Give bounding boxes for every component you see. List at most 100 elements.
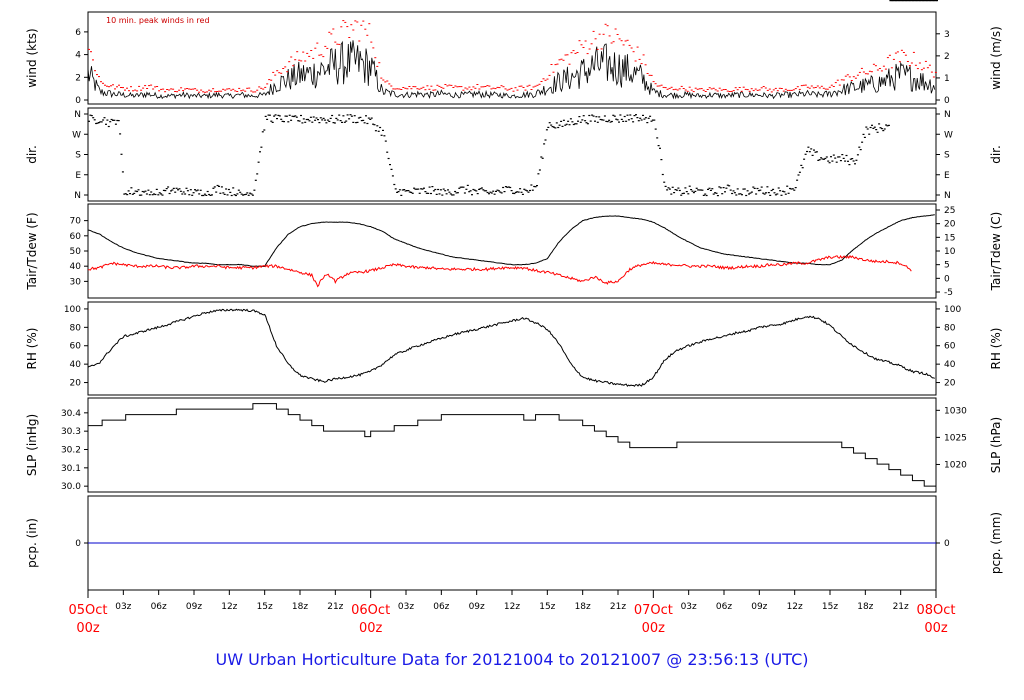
dir-point xyxy=(123,193,126,195)
dir-point xyxy=(504,186,507,188)
peak-wind-point xyxy=(616,34,619,35)
dir-point xyxy=(462,186,465,188)
dir-point xyxy=(339,120,342,122)
peak-wind-point xyxy=(412,86,415,88)
dir-point xyxy=(285,115,288,117)
peak-wind-point xyxy=(260,87,263,89)
dir-point xyxy=(798,171,801,173)
dir-point xyxy=(328,120,331,122)
dir-point xyxy=(606,121,609,123)
dir-point xyxy=(861,141,864,143)
peak-wind-point xyxy=(436,84,439,86)
peak-wind-point xyxy=(714,89,717,91)
dir-point xyxy=(526,190,529,192)
peak-wind-point xyxy=(488,85,491,87)
dir-point xyxy=(814,151,817,153)
dir-point xyxy=(763,193,766,195)
peak-wind-point xyxy=(930,71,933,73)
dir-point xyxy=(157,194,160,196)
dir-point xyxy=(461,186,464,188)
peak-wind-point xyxy=(180,87,183,89)
dir-point xyxy=(919,0,921,2)
peak-wind-point xyxy=(282,68,285,69)
dir-point xyxy=(311,121,314,123)
dir-point xyxy=(934,0,937,2)
dir-point xyxy=(287,121,290,123)
peak-wind-point xyxy=(352,29,355,31)
dir-point xyxy=(586,123,589,125)
dir-point xyxy=(683,192,685,194)
dir-point xyxy=(175,187,178,189)
peak-wind-point xyxy=(202,91,205,93)
peak-wind-point xyxy=(94,70,96,72)
dir-point xyxy=(407,190,410,192)
peak-wind-point xyxy=(650,74,653,76)
dir-point xyxy=(168,192,171,195)
dir-point xyxy=(772,188,775,190)
peak-wind-point xyxy=(268,79,271,81)
rh-right-tick-label: 60 xyxy=(944,342,956,352)
dir-point xyxy=(186,190,189,192)
dir-point xyxy=(733,192,736,194)
dir-point xyxy=(736,188,739,190)
peak-wind-point xyxy=(146,88,149,89)
dir-point xyxy=(644,117,647,119)
dir-point xyxy=(348,118,351,120)
peak-wind-point xyxy=(804,84,807,86)
dir-point xyxy=(141,190,144,193)
dir-point xyxy=(96,122,99,124)
peak-wind-point xyxy=(274,74,277,76)
peak-wind-point xyxy=(656,85,659,87)
dir-point xyxy=(930,0,933,2)
dir-point xyxy=(927,0,930,2)
dir-point xyxy=(557,126,560,129)
dir-point xyxy=(235,194,237,197)
peak-wind-point xyxy=(422,86,425,88)
dir-point xyxy=(352,121,355,123)
dir-point xyxy=(538,169,541,171)
dir-point xyxy=(859,149,862,151)
dir-point xyxy=(448,191,451,193)
dir-point xyxy=(921,0,924,2)
dir-point xyxy=(804,153,807,155)
peak-wind-point xyxy=(220,90,223,92)
peak-wind-point xyxy=(556,63,559,65)
dir-point xyxy=(397,191,400,193)
dir-point xyxy=(635,114,637,116)
dir-point xyxy=(618,121,620,123)
peak-wind-point xyxy=(98,76,100,78)
dir-point xyxy=(745,194,748,197)
dir-point xyxy=(386,151,389,153)
rh-left-tick-label: 100 xyxy=(64,305,81,315)
peak-wind-point xyxy=(438,85,441,87)
dir-point xyxy=(372,123,375,125)
peak-wind-point xyxy=(366,34,369,36)
peak-wind-point xyxy=(570,52,573,54)
x-hour-label: 09z xyxy=(751,602,767,612)
peak-wind-point xyxy=(766,89,769,91)
peak-wind-point xyxy=(844,75,847,77)
peak-wind-point xyxy=(346,26,349,28)
dir-point xyxy=(250,193,253,195)
dir-point xyxy=(709,189,712,191)
dir-point xyxy=(342,115,345,117)
temp-right-tick-label: 0 xyxy=(944,274,950,284)
peak-wind-point xyxy=(904,54,907,56)
dir-point xyxy=(531,189,534,191)
dir-point xyxy=(160,193,163,195)
dir-point xyxy=(445,193,448,195)
peak-wind-point xyxy=(370,41,373,43)
dir-point xyxy=(266,118,269,120)
peak-wind-point xyxy=(298,59,301,61)
peak-wind-point xyxy=(402,87,405,88)
dir-point xyxy=(318,122,321,124)
peak-wind-point xyxy=(508,88,511,90)
dir-point xyxy=(534,186,537,188)
peak-wind-point xyxy=(176,91,179,93)
dir-point xyxy=(668,188,671,190)
peak-wind-point xyxy=(628,44,631,46)
dir-point xyxy=(131,193,134,195)
dir-point xyxy=(455,192,458,194)
peak-wind-point xyxy=(228,88,231,90)
peak-wind-point xyxy=(652,81,655,83)
